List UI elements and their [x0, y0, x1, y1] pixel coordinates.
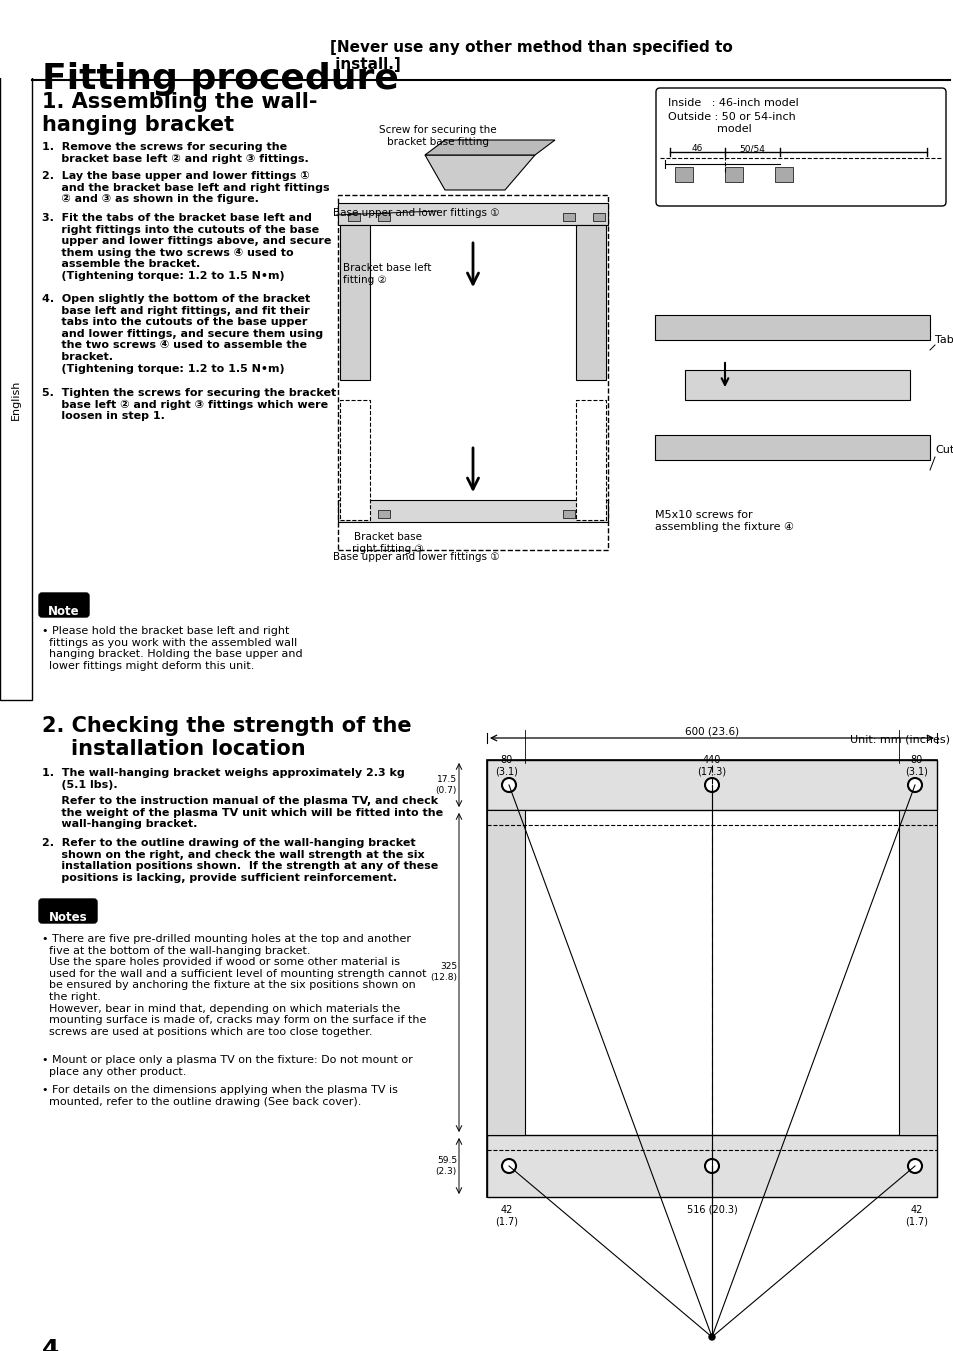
Text: Unit: mm (inches): Unit: mm (inches) — [849, 734, 949, 744]
Text: 59.5
(2.3): 59.5 (2.3) — [436, 1156, 456, 1175]
Text: Outside : 50 or 54-inch
              model: Outside : 50 or 54-inch model — [667, 112, 795, 134]
Text: Inside   : 46-inch model: Inside : 46-inch model — [667, 99, 798, 108]
Bar — [337, 500, 607, 521]
Text: Note: Note — [49, 605, 80, 617]
Bar — [486, 811, 524, 1135]
Bar — [339, 226, 370, 380]
Text: • Mount or place only a plasma TV on the fixture: Do not mount or
  place any ot: • Mount or place only a plasma TV on the… — [42, 1055, 413, 1077]
Text: 2. Checking the strength of the
    installation location: 2. Checking the strength of the installa… — [42, 716, 411, 759]
Bar — [337, 195, 607, 550]
Text: 600 (23.6): 600 (23.6) — [684, 725, 739, 736]
Bar — [576, 400, 605, 520]
Bar — [337, 203, 607, 226]
Bar — [593, 213, 604, 222]
Bar — [486, 761, 936, 1197]
Text: Cutout: Cutout — [934, 444, 953, 455]
Text: [Never use any other method than specified to
 install.]: [Never use any other method than specifi… — [330, 41, 732, 73]
FancyBboxPatch shape — [39, 898, 97, 923]
Text: 2.  Lay the base upper and lower fittings ①
     and the bracket base left and r: 2. Lay the base upper and lower fittings… — [42, 172, 330, 204]
Circle shape — [907, 778, 921, 792]
Text: 325
(12.8): 325 (12.8) — [430, 962, 456, 982]
Text: Bracket base
right fitting ③: Bracket base right fitting ③ — [352, 532, 423, 554]
Circle shape — [501, 1159, 516, 1173]
Text: 440
(17.3): 440 (17.3) — [697, 755, 726, 777]
Text: • There are five pre-drilled mounting holes at the top and another
  five at the: • There are five pre-drilled mounting ho… — [42, 934, 426, 1036]
FancyBboxPatch shape — [39, 593, 89, 617]
Bar — [562, 213, 575, 222]
Bar — [486, 1135, 936, 1197]
Bar — [655, 315, 929, 340]
Text: English: English — [11, 380, 21, 420]
Text: 4.  Open slightly the bottom of the bracket
     base left and right fittings, a: 4. Open slightly the bottom of the brack… — [42, 295, 323, 374]
Bar — [576, 226, 605, 380]
Text: Tab: Tab — [934, 335, 953, 345]
Bar — [348, 213, 359, 222]
Text: 2.  Refer to the outline drawing of the wall-hanging bracket
     shown on the r: 2. Refer to the outline drawing of the w… — [42, 838, 437, 882]
Text: 4: 4 — [42, 1337, 59, 1351]
Text: 80
(3.1): 80 (3.1) — [495, 755, 517, 777]
Bar — [377, 509, 390, 517]
Circle shape — [704, 778, 719, 792]
Bar — [0, 0, 953, 78]
Text: 1.  Remove the screws for securing the
     bracket base left ② and right ③ fitt: 1. Remove the screws for securing the br… — [42, 142, 309, 163]
Bar — [898, 811, 936, 1135]
Text: 1.  The wall-hanging bracket weighs approximately 2.3 kg
     (5.1 lbs).: 1. The wall-hanging bracket weighs appro… — [42, 767, 404, 789]
Polygon shape — [424, 155, 535, 190]
Text: Notes: Notes — [49, 911, 88, 924]
Text: 5.  Tighten the screws for securing the bracket
     base left ② and right ③ fit: 5. Tighten the screws for securing the b… — [42, 388, 335, 422]
FancyBboxPatch shape — [656, 88, 945, 205]
Text: 1. Assembling the wall-
hanging bracket: 1. Assembling the wall- hanging bracket — [42, 92, 317, 135]
Text: Base upper and lower fittings ①: Base upper and lower fittings ① — [333, 208, 499, 218]
Bar — [377, 213, 390, 222]
Text: • Please hold the bracket base left and right
  fittings as you work with the as: • Please hold the bracket base left and … — [42, 626, 302, 671]
Bar — [562, 509, 575, 517]
Bar — [655, 435, 929, 459]
Text: Refer to the instruction manual of the plasma TV, and check
     the weight of t: Refer to the instruction manual of the p… — [42, 796, 442, 830]
Text: Screw for securing the
bracket base fitting: Screw for securing the bracket base fitt… — [378, 126, 497, 147]
Circle shape — [907, 1159, 921, 1173]
Text: Fitting procedure: Fitting procedure — [42, 62, 398, 96]
Bar — [724, 168, 742, 182]
Text: 80
(3.1): 80 (3.1) — [904, 755, 927, 777]
Bar — [339, 400, 370, 520]
Bar — [0, 0, 32, 700]
Bar — [593, 509, 604, 517]
Polygon shape — [424, 141, 555, 155]
Text: • For details on the dimensions applying when the plasma TV is
  mounted, refer : • For details on the dimensions applying… — [42, 1085, 397, 1106]
Circle shape — [501, 778, 516, 792]
Text: 50/54: 50/54 — [739, 145, 764, 153]
Text: M5x10 screws for
assembling the fixture ④: M5x10 screws for assembling the fixture … — [655, 509, 793, 531]
Bar — [675, 168, 692, 182]
Text: 46: 46 — [691, 145, 702, 153]
Bar — [486, 761, 936, 811]
Text: 42
(1.7): 42 (1.7) — [904, 1205, 927, 1227]
Text: 42
(1.7): 42 (1.7) — [495, 1205, 518, 1227]
Circle shape — [708, 1333, 714, 1340]
Text: 3.  Fit the tabs of the bracket base left and
     right fittings into the cutou: 3. Fit the tabs of the bracket base left… — [42, 213, 331, 281]
Text: 17.5
(0.7): 17.5 (0.7) — [436, 775, 456, 794]
Text: Bracket base left
fitting ②: Bracket base left fitting ② — [343, 263, 431, 285]
Bar — [684, 370, 909, 400]
Bar — [774, 168, 792, 182]
Text: 516 (20.3): 516 (20.3) — [686, 1205, 737, 1215]
Bar — [348, 509, 359, 517]
Circle shape — [704, 1159, 719, 1173]
Text: Base upper and lower fittings ①: Base upper and lower fittings ① — [333, 553, 499, 562]
